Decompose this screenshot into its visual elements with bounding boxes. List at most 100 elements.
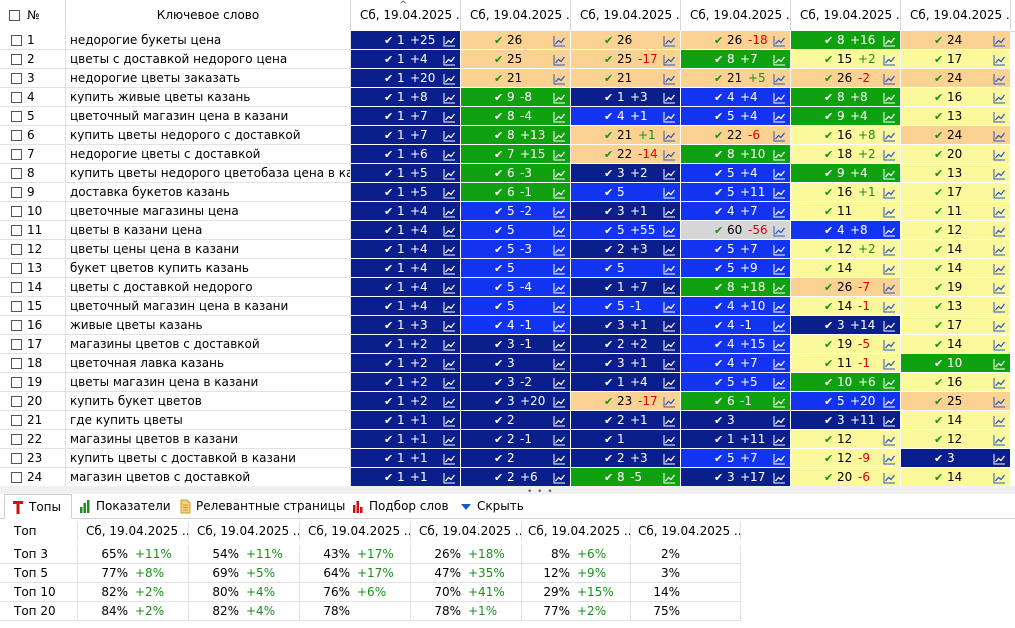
row-num-cell[interactable]: 7: [0, 145, 66, 164]
position-cell[interactable]: ✔ 2 +1: [571, 411, 681, 430]
position-cell[interactable]: ✔ 20 -6: [791, 468, 901, 486]
keyword-cell[interactable]: цветы цены цена в казани: [66, 240, 351, 259]
position-cell[interactable]: ✔ 4 +8: [791, 221, 901, 240]
tab-tops[interactable]: Топы: [4, 494, 72, 519]
chart-icon[interactable]: [883, 110, 896, 123]
keyword-cell[interactable]: где купить цветы: [66, 411, 351, 430]
position-cell[interactable]: ✔ 26 -7: [791, 278, 901, 297]
chart-icon[interactable]: [553, 224, 566, 237]
position-cell[interactable]: ✔ 24: [901, 31, 1011, 50]
table-row[interactable]: 11 цветы в казани цена ✔ 1 +4 ✔ 5 ✔ 5 +55 ✔ 60 -56 ✔ 4…: [0, 221, 1015, 240]
position-cell[interactable]: ✔ 16: [901, 373, 1011, 392]
row-checkbox[interactable]: [11, 130, 22, 141]
chart-icon[interactable]: [443, 72, 456, 85]
position-cell[interactable]: ✔ 1 +3: [571, 88, 681, 107]
position-cell[interactable]: ✔ 3 +1: [571, 354, 681, 373]
chart-icon[interactable]: [883, 395, 896, 408]
chart-icon[interactable]: [553, 319, 566, 332]
row-num-cell[interactable]: 11: [0, 221, 66, 240]
keyword-cell[interactable]: цветы с доставкой недорого: [66, 278, 351, 297]
table-row[interactable]: 12 цветы цены цена в казани ✔ 1 +4 ✔ 5 -3 ✔ 2 +3 ✔ 5…: [0, 240, 1015, 259]
position-cell[interactable]: ✔ 60 -56: [681, 221, 791, 240]
row-checkbox[interactable]: [11, 396, 22, 407]
chart-icon[interactable]: [993, 34, 1006, 47]
position-cell[interactable]: ✔ 3 -2: [461, 373, 571, 392]
keyword-cell[interactable]: купить букет цветов: [66, 392, 351, 411]
position-cell[interactable]: ✔ 19 -5: [791, 335, 901, 354]
position-cell[interactable]: ✔ 4 +7: [681, 202, 791, 221]
chart-icon[interactable]: [883, 224, 896, 237]
chart-icon[interactable]: [663, 452, 676, 465]
position-cell[interactable]: ✔ 2 +3: [571, 240, 681, 259]
position-cell[interactable]: ✔ 5: [571, 183, 681, 202]
chart-icon[interactable]: [443, 471, 456, 484]
keyword-cell[interactable]: купить цветы с доставкой в казани: [66, 449, 351, 468]
position-cell[interactable]: ✔ 1 +1: [351, 449, 461, 468]
chart-icon[interactable]: [443, 129, 456, 142]
chart-icon[interactable]: [773, 433, 786, 446]
position-cell[interactable]: ✔ 18 +2: [791, 145, 901, 164]
position-cell[interactable]: ✔ 26: [571, 31, 681, 50]
row-num-cell[interactable]: 13: [0, 259, 66, 278]
position-cell[interactable]: ✔ 14: [901, 468, 1011, 486]
position-cell[interactable]: ✔ 8 +16: [791, 31, 901, 50]
position-cell[interactable]: ✔ 5: [571, 259, 681, 278]
position-cell[interactable]: ✔ 24: [901, 126, 1011, 145]
table-row[interactable]: 7 недорогие цветы с доставкой ✔ 1 +6 ✔ 7 +15 ✔ 22…: [0, 145, 1015, 164]
position-cell[interactable]: ✔ 14: [901, 259, 1011, 278]
position-cell[interactable]: ✔ 13: [901, 164, 1011, 183]
tab-triangle-down[interactable]: Скрыть: [453, 494, 531, 518]
chart-icon[interactable]: [663, 110, 676, 123]
chart-icon[interactable]: [443, 452, 456, 465]
chart-icon[interactable]: [553, 148, 566, 161]
position-cell[interactable]: ✔ 2 +3: [571, 449, 681, 468]
chart-icon[interactable]: [553, 91, 566, 104]
position-cell[interactable]: ✔ 8 +10: [681, 145, 791, 164]
position-cell[interactable]: ✔ 1 +7: [571, 278, 681, 297]
position-cell[interactable]: ✔ 14 -1: [791, 297, 901, 316]
position-cell[interactable]: ✔ 14: [901, 335, 1011, 354]
chart-icon[interactable]: [773, 262, 786, 275]
position-cell[interactable]: ✔ 6 -1: [461, 183, 571, 202]
row-num-cell[interactable]: 17: [0, 335, 66, 354]
position-cell[interactable]: ✔ 1 +1: [351, 468, 461, 486]
chart-icon[interactable]: [443, 300, 456, 313]
row-num-cell[interactable]: 21: [0, 411, 66, 430]
chart-icon[interactable]: [993, 243, 1006, 256]
chart-icon[interactable]: [663, 205, 676, 218]
position-cell[interactable]: ✔ 2 -1: [461, 430, 571, 449]
keyword-cell[interactable]: магазины цветов в казани: [66, 430, 351, 449]
keyword-cell[interactable]: магазины цветов с доставкой: [66, 335, 351, 354]
chart-icon[interactable]: [883, 452, 896, 465]
table-row[interactable]: 14 цветы с доставкой недорого ✔ 1 +4 ✔ 5 -4 ✔ 1 +7…: [0, 278, 1015, 297]
tab-bar-chart[interactable]: Показатели: [72, 494, 172, 518]
chart-icon[interactable]: [663, 414, 676, 427]
position-cell[interactable]: ✔ 16 +1: [791, 183, 901, 202]
table-row[interactable]: 4 купить живые цветы казань ✔ 1 +8 ✔ 9 -8 ✔ 1 +3 ✔ 4…: [0, 88, 1015, 107]
row-num-cell[interactable]: 5: [0, 107, 66, 126]
position-cell[interactable]: ✔ 1 +5: [351, 164, 461, 183]
chart-icon[interactable]: [443, 433, 456, 446]
position-cell[interactable]: ✔ 1 +4: [351, 278, 461, 297]
keyword-cell[interactable]: купить живые цветы казань: [66, 88, 351, 107]
position-cell[interactable]: ✔ 14: [791, 259, 901, 278]
chart-icon[interactable]: [443, 91, 456, 104]
row-checkbox[interactable]: [11, 73, 22, 84]
row-checkbox[interactable]: [11, 358, 22, 369]
position-cell[interactable]: ✔ 4 -1: [461, 316, 571, 335]
chart-icon[interactable]: [773, 110, 786, 123]
chart-icon[interactable]: [883, 338, 896, 351]
position-cell[interactable]: ✔ 15 +2: [791, 50, 901, 69]
position-cell[interactable]: ✔ 1 +4: [571, 373, 681, 392]
header-date-5[interactable]: Сб, 19.04.2025 ...: [791, 0, 901, 31]
row-num-cell[interactable]: 10: [0, 202, 66, 221]
chart-icon[interactable]: [663, 471, 676, 484]
position-cell[interactable]: ✔ 9 +4: [791, 164, 901, 183]
chart-icon[interactable]: [663, 300, 676, 313]
chart-icon[interactable]: [773, 357, 786, 370]
position-cell[interactable]: ✔ 5 +20: [791, 392, 901, 411]
chart-icon[interactable]: [993, 300, 1006, 313]
keyword-cell[interactable]: цветы магазин цена в казани: [66, 373, 351, 392]
keyword-cell[interactable]: цветочный магазин цена в казани: [66, 297, 351, 316]
chart-icon[interactable]: [993, 224, 1006, 237]
